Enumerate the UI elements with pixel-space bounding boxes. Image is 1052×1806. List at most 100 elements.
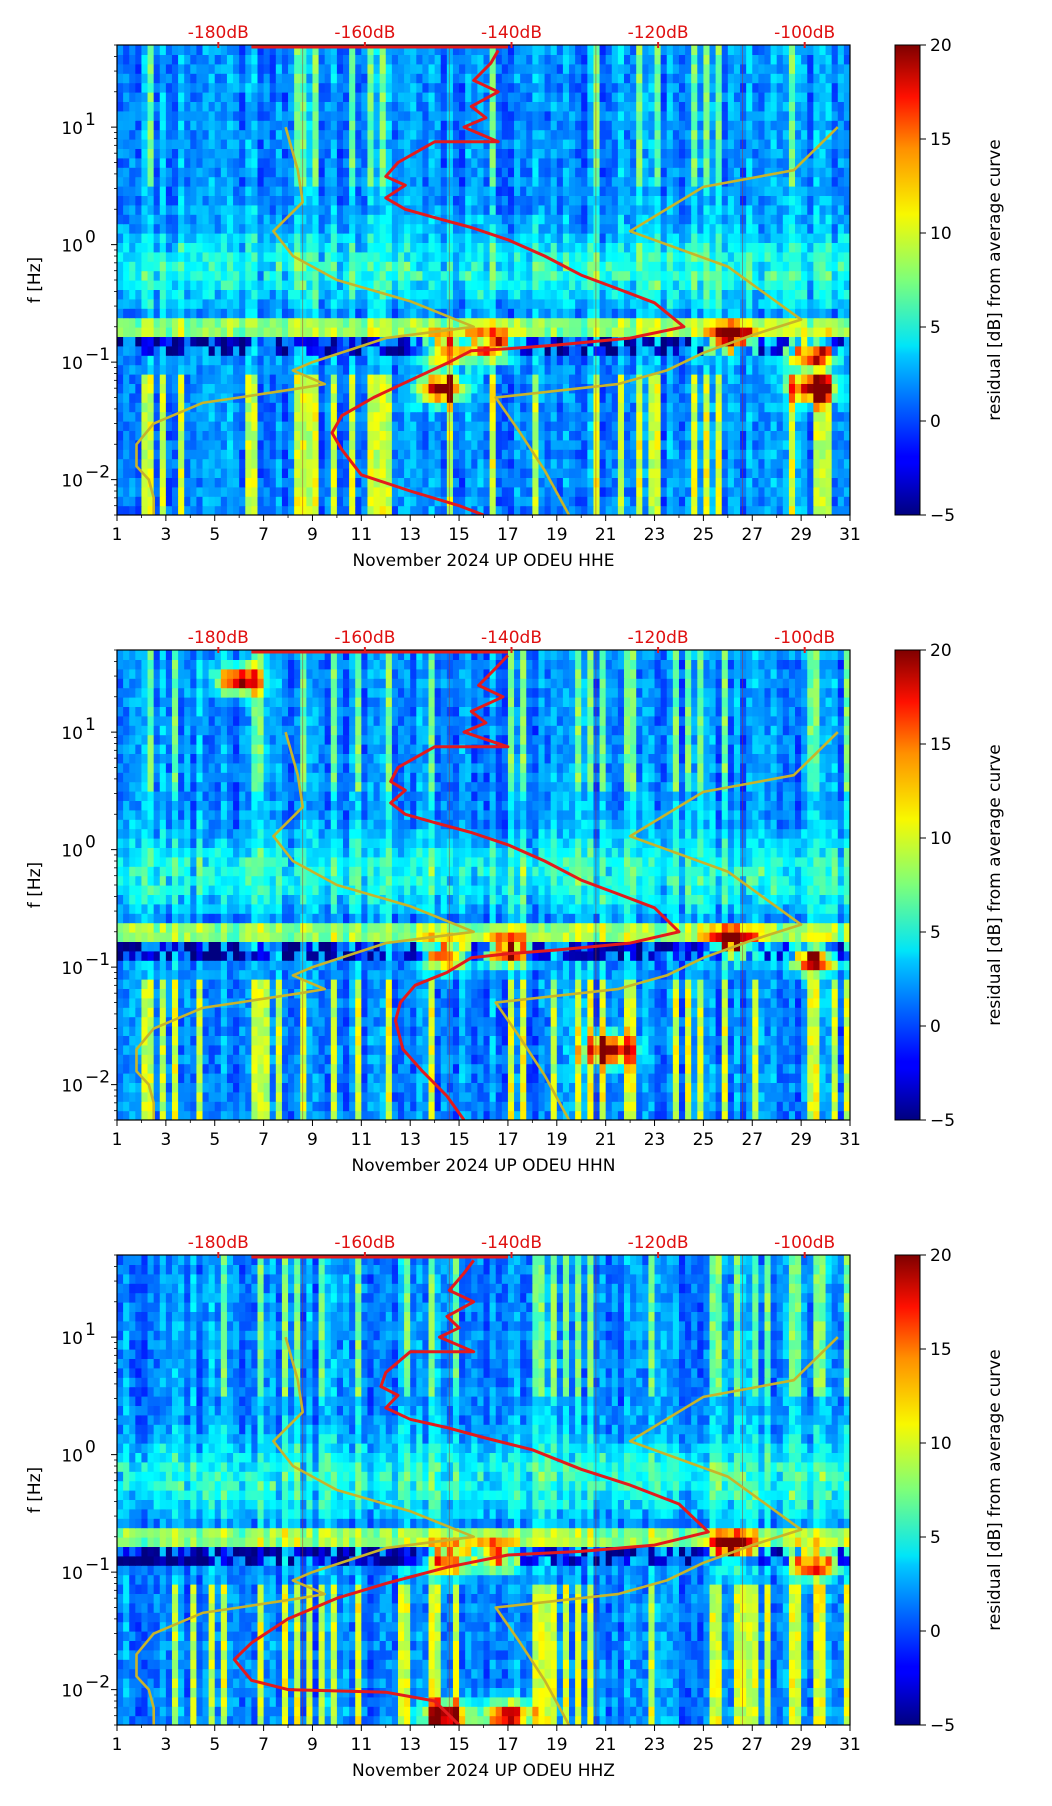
heatmap-cell: [440, 402, 448, 413]
heatmap-cell: [746, 402, 753, 413]
heatmap-cell: [422, 148, 430, 159]
heatmap-cell: [617, 477, 625, 488]
heatmap-cell: [489, 374, 497, 384]
heatmap-cell: [685, 449, 692, 460]
heatmap-cell: [349, 148, 356, 159]
heatmap-cell: [416, 139, 424, 149]
heatmap-cell: [489, 486, 497, 497]
heatmap-cell: [727, 195, 735, 206]
heatmap-cell: [642, 374, 650, 384]
heatmap-cell: [630, 505, 637, 515]
heatmap-cell: [288, 336, 295, 347]
heatmap-cell: [819, 242, 827, 253]
heatmap-cell: [196, 176, 204, 187]
heatmap-cell: [514, 204, 521, 215]
heatmap-cell: [501, 186, 509, 196]
heatmap-cell: [343, 261, 350, 272]
heatmap-cell: [556, 402, 564, 413]
heatmap-cell: [422, 439, 430, 450]
heatmap-cell: [782, 308, 790, 319]
heatmap-cell: [630, 439, 637, 450]
heatmap-cell: [251, 383, 259, 394]
heatmap-cell: [251, 139, 259, 149]
heatmap-cell: [239, 402, 246, 413]
heatmap-cell: [727, 327, 735, 337]
heatmap-cell: [685, 411, 692, 422]
heatmap-cell: [196, 308, 204, 319]
heatmap-cell: [294, 421, 301, 431]
heatmap-cell: [251, 251, 259, 262]
heatmap-cell: [709, 242, 717, 253]
heatmap-cell: [740, 458, 747, 469]
heatmap-cell: [147, 148, 155, 159]
heatmap-cell: [318, 223, 326, 234]
heatmap-cell: [153, 468, 161, 478]
heatmap-cell: [825, 186, 833, 196]
heatmap-cell: [575, 233, 582, 243]
heatmap-cell: [465, 186, 472, 196]
heatmap-cell: [599, 308, 607, 319]
heatmap-cell: [648, 439, 656, 450]
heatmap-cell: [550, 477, 558, 488]
heatmap-cell: [129, 148, 136, 159]
heatmap-cell: [599, 477, 607, 488]
heatmap-cell: [514, 233, 521, 243]
heatmap-cell: [147, 139, 155, 149]
heatmap-cell: [233, 157, 240, 168]
heatmap-cell: [233, 486, 240, 497]
heatmap-cell: [758, 430, 766, 441]
heatmap-cell: [226, 120, 234, 131]
heatmap-cell: [770, 336, 778, 347]
heatmap-cell: [306, 439, 314, 450]
heatmap-cell: [550, 430, 558, 441]
heatmap-cell: [263, 317, 271, 328]
heatmap-cell: [226, 148, 234, 159]
heatmap-cell: [178, 458, 185, 469]
heatmap-cell: [434, 477, 442, 488]
heatmap-cell: [190, 204, 198, 215]
heatmap-cell: [782, 327, 790, 337]
heatmap-cell: [630, 477, 637, 488]
heatmap-cell: [306, 223, 314, 234]
heatmap-cell: [617, 167, 625, 178]
heatmap-cell: [788, 345, 796, 356]
heatmap-cell: [459, 242, 466, 253]
heatmap-cell: [214, 430, 222, 441]
heatmap-cell: [672, 374, 680, 384]
heatmap-cell: [507, 496, 515, 507]
heatmap-cell: [495, 421, 503, 431]
heatmap-cell: [300, 261, 307, 272]
heatmap-cell: [379, 204, 387, 215]
heatmap-cell: [526, 327, 533, 337]
heatmap-cell: [129, 280, 136, 290]
heatmap-cell: [740, 148, 747, 159]
heatmap-cell: [709, 251, 717, 262]
heatmap-cell: [575, 486, 582, 497]
heatmap-cell: [135, 223, 143, 234]
heatmap-cell: [306, 364, 314, 375]
heatmap-cell: [569, 251, 576, 262]
heatmap-cell: [532, 505, 540, 515]
heatmap-cell: [678, 261, 686, 272]
heatmap-cell: [428, 411, 436, 422]
heatmap-cell: [562, 449, 570, 460]
heatmap-cell: [404, 496, 411, 507]
heatmap-cell: [746, 167, 753, 178]
heatmap-cell: [532, 477, 540, 488]
heatmap-cell: [721, 421, 729, 431]
heatmap-cell: [526, 430, 533, 441]
heatmap-cell: [770, 402, 778, 413]
heatmap-cell: [135, 496, 143, 507]
heatmap-cell: [147, 251, 155, 262]
heatmap-cell: [623, 355, 631, 366]
heatmap-cell: [703, 308, 711, 319]
heatmap-cell: [257, 402, 265, 413]
heatmap-cell: [587, 421, 595, 431]
heatmap-cell: [165, 486, 173, 497]
heatmap-cell: [269, 496, 277, 507]
heatmap-cell: [514, 120, 521, 131]
heatmap-cell: [599, 167, 607, 178]
heatmap-cell: [123, 345, 130, 356]
heatmap-cell: [703, 129, 711, 140]
heatmap-cell: [593, 355, 601, 366]
